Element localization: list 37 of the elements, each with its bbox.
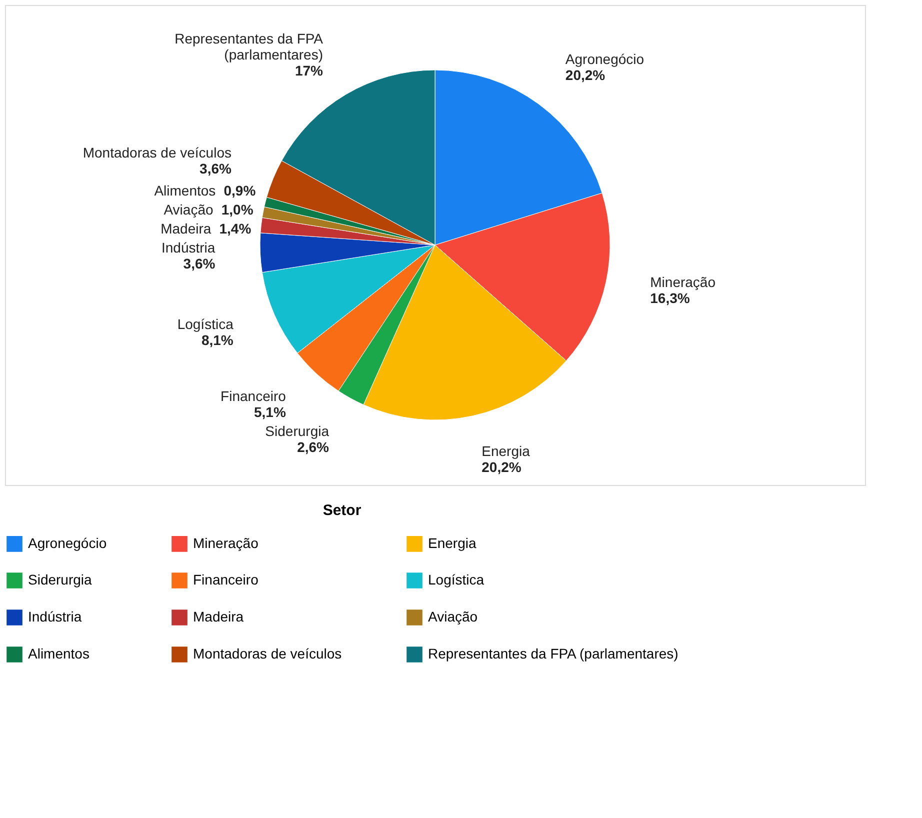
data-label: 17% — [294, 62, 324, 79]
data-label: 0,9% — [224, 182, 256, 199]
data-label: 16,3% — [650, 290, 690, 306]
slice-label: Representantes da FPA (parlamentares) — [174, 30, 324, 63]
legend-label: Aviação — [428, 608, 478, 624]
legend-label: Representantes da FPA (parlamentares) — [428, 646, 678, 662]
slice-label: Mineração — [650, 274, 716, 290]
slice-label: Montadoras de veículos — [82, 144, 232, 160]
legend-label: Financeiro — [193, 572, 259, 588]
legend-label: Montadoras de veículos — [193, 646, 342, 662]
data-label: 2,6% — [297, 438, 330, 455]
slice-label: Indústria — [162, 240, 216, 256]
legend-label: Alimentos — [28, 646, 90, 662]
data-label: 1,0% — [221, 202, 254, 218]
legend-title: Setor — [322, 502, 362, 519]
legend-label: Madeira — [193, 608, 244, 624]
legend-label: Logística — [428, 572, 484, 588]
legend-label: Agronegócio — [28, 534, 107, 551]
slice-label: Energia — [482, 443, 530, 459]
legend-label: Indústria — [28, 608, 82, 624]
data-label: 20,2% — [565, 66, 606, 83]
slice-label: Agronegócio — [565, 50, 644, 67]
data-label: 20,2% — [482, 459, 522, 475]
slice-label: Aviação — [164, 202, 214, 218]
legend-label: Siderurgia — [28, 572, 92, 588]
slice-label: Madeira — [160, 220, 212, 237]
legend-label: Mineração — [193, 534, 259, 551]
data-label: 1,4% — [219, 220, 252, 237]
data-label: 8,1% — [201, 332, 234, 348]
data-label: 5,1% — [254, 404, 286, 420]
slice-label: Alimentos — [154, 182, 216, 199]
legend-label: Energia — [428, 534, 476, 551]
data-label: 3,6% — [200, 160, 232, 176]
data-label: 3,6% — [183, 256, 216, 272]
slice-label: Financeiro — [220, 388, 286, 404]
slice-label: Logística — [177, 316, 234, 332]
slice-label: Siderurgia — [265, 422, 330, 439]
